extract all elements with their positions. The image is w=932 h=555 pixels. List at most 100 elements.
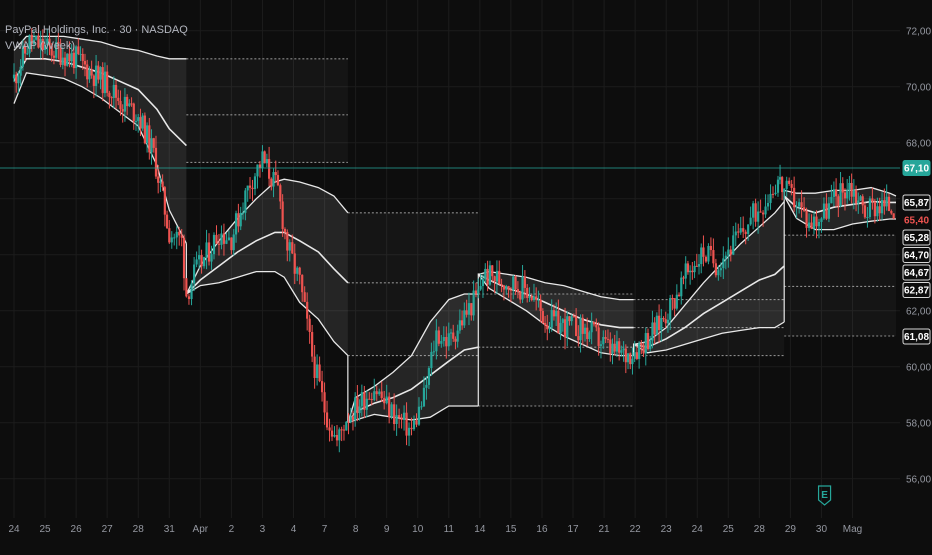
candle-body [764,206,767,215]
candle-body [157,176,160,183]
candle-body [55,41,58,58]
candle-body [270,178,273,187]
candle-body [365,398,368,410]
vwap-band-fill [347,294,479,423]
candle-body [673,298,676,309]
x-tick-label: 10 [412,524,424,535]
candle-body [244,190,247,213]
candle-body [793,187,796,208]
candle-body [108,92,111,98]
candle-body [521,276,524,300]
candle-body [817,221,821,227]
candle-body [841,183,844,193]
candle-body [835,189,838,197]
candle-body [185,278,188,297]
x-tick-label: 11 [444,524,455,535]
candle-body [360,392,363,407]
candle-body [691,270,694,273]
candle-body [380,391,383,399]
candle-body [227,237,231,241]
y-tick-label: 62,00 [906,306,931,317]
candle-body [383,398,386,404]
candle-body [876,206,879,217]
candle-body [222,233,226,244]
candle-body [447,333,450,347]
vwap-bands [13,35,897,424]
candle-body [440,341,443,344]
y-tick-label: 72,00 [906,26,931,37]
candle-body [161,181,164,188]
candle-body [798,202,801,207]
candle-body [618,341,621,353]
candle-body [555,310,558,317]
x-tick-label: 22 [630,524,642,535]
price-label-badge-box [902,328,931,345]
candle-body [543,323,547,326]
candle-body [734,231,737,236]
candle-body [859,196,862,201]
x-tick-label: 7 [322,524,328,535]
candle-body [152,138,155,148]
candle-body [550,310,553,328]
candle-body [126,96,129,107]
candle-body [150,138,153,153]
candle-body [195,259,198,265]
candle-body [516,288,519,292]
symbol-title: PayPal Holdings, Inc. · 30 · NASDAQ [5,24,188,36]
candle-body [615,341,619,352]
candle-body [274,172,277,176]
earnings-marker-label[interactable]: E [821,490,828,501]
candle-body [239,212,242,227]
candle-body [583,327,587,334]
candle-body [541,311,544,324]
earnings-marker[interactable]: E [817,485,832,506]
candle-body [77,46,80,54]
candle-body [220,233,223,245]
candle-body [810,222,813,229]
candle-body [268,159,271,179]
candle-body [373,391,376,400]
candle-body [890,211,893,214]
candle-body [866,216,869,218]
candle-body [200,255,203,267]
candle-body [477,289,480,294]
candles [12,24,895,453]
candle-body [187,296,191,300]
price-label-badge: 64,67 [904,268,929,279]
candle-body [272,172,275,187]
candle-body [526,287,529,298]
candle-body [664,319,667,324]
candle-body [230,237,233,251]
price-label-badge-box [902,211,931,228]
candle-body [502,285,506,290]
candle-body [592,322,596,325]
earnings-marker-icon[interactable] [817,485,832,506]
candle-body [709,245,713,251]
candle-body [320,381,324,393]
candle-body [59,47,62,65]
candle-body [356,397,359,414]
candle-body [575,316,578,337]
vwap-vwap-line [185,231,349,295]
x-axis[interactable]: 24 25 26 27 28 31 Apr 2 3 4 7 8 9 10 11 14 15 16 17 21 22 23 2… [8,524,862,535]
candle-body [32,39,36,45]
candle-body [846,190,849,199]
candle-body [570,316,573,322]
x-tick-label: 3 [260,524,266,535]
candle-body [666,319,670,324]
candle-body [491,265,494,277]
indicator-legend[interactable]: VWAP (Week) [5,40,76,52]
price-label-badge: 65,87 [904,198,929,209]
candle-body [539,299,542,312]
candle-body [43,44,47,50]
candle-body [311,331,314,357]
grid-lines [0,0,900,518]
candle-body [88,69,91,80]
candle-body [19,66,22,76]
candle-body [602,337,605,345]
candle-body [724,255,727,259]
candle-body [852,190,855,197]
candle-body [507,286,510,290]
